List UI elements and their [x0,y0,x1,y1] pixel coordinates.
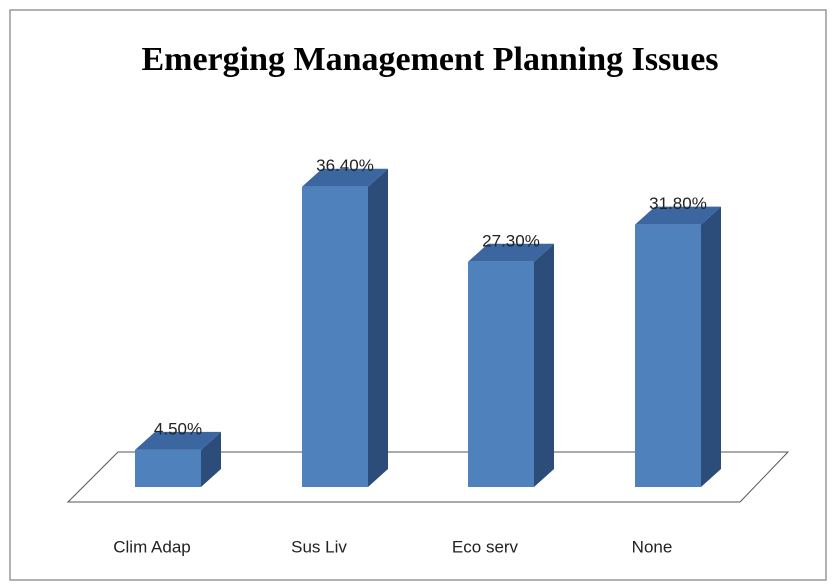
bar [468,261,534,487]
bar-side [701,206,721,487]
chart-title: Emerging Management Planning Issues [141,41,718,78]
bar-side [368,168,388,487]
value-label: 4.50% [154,419,202,438]
bar-side [534,243,554,487]
value-label: 31.80% [649,194,707,213]
value-label: 27.30% [482,231,540,250]
bar-side [201,431,221,487]
bar [635,224,701,487]
bar-top [635,206,721,225]
bar [135,449,201,487]
bar-top [135,431,221,450]
x-tick-label: None [632,537,673,556]
x-tick-label: Eco serv [452,537,519,556]
x-tick-label: Sus Liv [291,537,347,556]
bar-top [468,243,554,262]
x-tick-label: Clim Adap [113,537,190,556]
value-label: 36.40% [316,156,374,175]
bar-top [302,168,388,187]
bar [302,186,368,487]
floor [66,451,790,503]
